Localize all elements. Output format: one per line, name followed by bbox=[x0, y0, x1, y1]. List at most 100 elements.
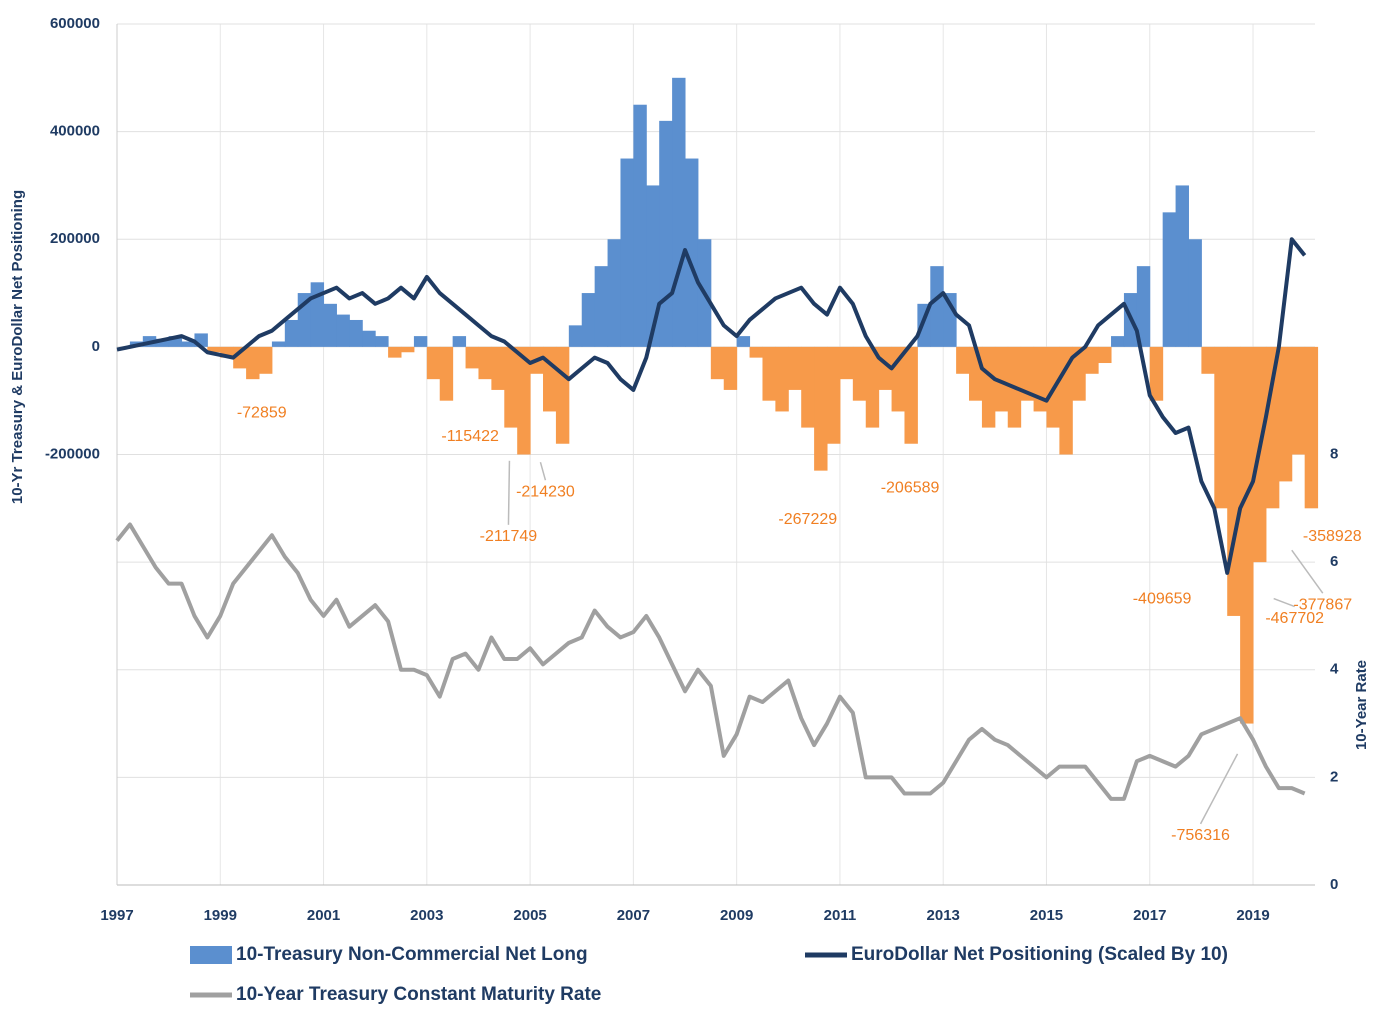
bar bbox=[465, 346, 479, 369]
annotation: -267229 bbox=[778, 511, 837, 528]
bar bbox=[865, 346, 880, 428]
annotation: -214230 bbox=[516, 483, 575, 500]
x-tick-label: 2005 bbox=[513, 907, 546, 924]
x-tick-label: 2001 bbox=[307, 907, 340, 924]
bar bbox=[594, 266, 609, 347]
annotation: -211749 bbox=[480, 528, 538, 545]
bar bbox=[1188, 239, 1202, 347]
bar bbox=[736, 336, 751, 347]
bar bbox=[1085, 346, 1099, 374]
x-tick-label: 2009 bbox=[720, 907, 753, 924]
bar bbox=[1136, 266, 1151, 347]
bar bbox=[349, 319, 363, 347]
annotation: -115422 bbox=[441, 428, 499, 445]
line bbox=[116, 237, 1307, 575]
y2-tick-label: 2 bbox=[1330, 768, 1338, 785]
bar bbox=[1098, 346, 1112, 364]
bar bbox=[814, 346, 828, 471]
bar bbox=[1020, 346, 1035, 401]
bar bbox=[1149, 346, 1164, 401]
y-tick-label: -200000 bbox=[45, 445, 100, 462]
y2-axis-label: 10-Year Rate bbox=[1353, 660, 1370, 750]
bar bbox=[478, 346, 492, 380]
x-tick-label: 1997 bbox=[100, 907, 133, 924]
bar bbox=[1304, 346, 1319, 509]
annotation: -206589 bbox=[881, 479, 940, 496]
bar bbox=[904, 346, 918, 444]
x-tick-label: 2013 bbox=[927, 907, 960, 924]
bar bbox=[801, 346, 815, 428]
bar bbox=[685, 158, 699, 347]
bar bbox=[452, 336, 467, 347]
bar bbox=[543, 346, 557, 412]
bar bbox=[220, 346, 234, 358]
bar bbox=[775, 346, 789, 412]
legend-label: 10-Year Treasury Constant Maturity Rate bbox=[236, 984, 601, 1005]
legend-swatch bbox=[190, 946, 232, 964]
bar bbox=[388, 346, 402, 358]
bar bbox=[646, 185, 660, 347]
y-tick-label: 400000 bbox=[50, 123, 100, 140]
bar bbox=[839, 346, 854, 380]
y2-tick-label: 0 bbox=[1330, 876, 1338, 893]
line bbox=[115, 522, 1306, 801]
bar bbox=[1278, 346, 1293, 482]
bar bbox=[581, 293, 596, 347]
leader-line bbox=[507, 460, 511, 525]
bar bbox=[155, 338, 170, 347]
bar bbox=[1227, 346, 1241, 616]
bar bbox=[504, 346, 518, 428]
bar bbox=[710, 346, 725, 380]
bar bbox=[246, 346, 260, 380]
annotation: -358928 bbox=[1303, 528, 1362, 545]
bar bbox=[994, 346, 1009, 412]
legend-label: EuroDollar Net Positioning (Scaled By 10… bbox=[851, 944, 1228, 965]
x-tick-label: 2015 bbox=[1030, 907, 1063, 924]
y2-tick-label: 8 bbox=[1330, 445, 1338, 462]
x-tick-label: 2017 bbox=[1133, 907, 1166, 924]
bar bbox=[788, 346, 802, 390]
bar bbox=[181, 341, 195, 347]
bar bbox=[375, 336, 389, 347]
bar bbox=[207, 346, 221, 353]
annotation: -467702 bbox=[1265, 610, 1324, 627]
bar bbox=[555, 346, 570, 444]
y-tick-label: 0 bbox=[92, 338, 100, 355]
y-axis-label: 10-Yr Treasury & EuroDollar Net Position… bbox=[9, 190, 26, 504]
bar bbox=[401, 346, 415, 353]
x-tick-label: 2019 bbox=[1236, 907, 1269, 924]
bar bbox=[271, 341, 286, 347]
bar bbox=[930, 266, 944, 347]
leader-line bbox=[1273, 597, 1295, 608]
annotation: -72859 bbox=[237, 404, 287, 421]
bar bbox=[633, 104, 647, 347]
bar bbox=[969, 346, 983, 401]
leader-line bbox=[1199, 753, 1239, 825]
bar bbox=[1240, 346, 1254, 724]
bar bbox=[1175, 185, 1189, 347]
bar bbox=[1111, 336, 1125, 347]
bar bbox=[426, 346, 441, 380]
bar bbox=[762, 346, 776, 401]
annotation: -377867 bbox=[1293, 596, 1352, 613]
bar bbox=[284, 319, 299, 347]
y-tick-label: 200000 bbox=[50, 230, 100, 247]
bar bbox=[1265, 346, 1280, 509]
y2-tick-label: 4 bbox=[1330, 661, 1339, 678]
bar bbox=[607, 239, 621, 347]
bar bbox=[723, 346, 738, 390]
bar bbox=[956, 346, 970, 374]
bar bbox=[620, 158, 634, 347]
bar bbox=[259, 346, 273, 374]
bar bbox=[362, 330, 376, 347]
x-tick-label: 2007 bbox=[617, 907, 650, 924]
bar bbox=[878, 346, 893, 390]
x-tick-label: 2003 bbox=[410, 907, 443, 924]
bar bbox=[827, 346, 841, 444]
bar bbox=[981, 346, 996, 428]
bar bbox=[491, 346, 505, 390]
bar bbox=[1162, 212, 1177, 347]
annotation: -756316 bbox=[1171, 827, 1230, 844]
x-tick-label: 2011 bbox=[824, 907, 857, 924]
